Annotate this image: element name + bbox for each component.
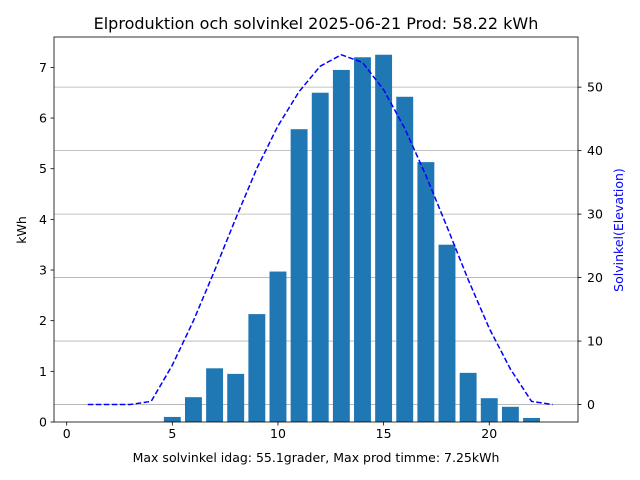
bar: [396, 96, 414, 423]
plot-frame: [53, 36, 579, 423]
bar: [269, 271, 287, 422]
bar: [459, 372, 477, 422]
bar: [311, 92, 329, 422]
bar: [375, 54, 393, 423]
y-tick-label: 7: [39, 60, 47, 75]
elevation-line: [87, 53, 553, 406]
bar-series: [163, 54, 540, 423]
y-tick-label: 5: [39, 161, 47, 176]
bar: [248, 314, 266, 422]
x-tick-label: 0: [63, 426, 71, 441]
bar: [438, 244, 456, 422]
y2-axis-label: Solvinkel(Elevation): [611, 168, 626, 292]
y-axis-label: kWh: [14, 216, 29, 244]
y2-tick-label: 20: [587, 270, 603, 285]
bar: [332, 69, 350, 422]
y-tick-label: 6: [39, 111, 47, 126]
y-tick-label: 3: [39, 263, 47, 278]
x-axis-label: Max solvinkel idag: 55.1grader, Max prod…: [133, 450, 500, 465]
y-tick-label: 1: [39, 364, 47, 379]
bar: [480, 398, 498, 422]
bar: [290, 129, 308, 422]
bar: [523, 417, 540, 422]
y-tick-label: 0: [39, 415, 47, 430]
y2-tick-label: 0: [587, 397, 595, 412]
bar: [227, 373, 245, 422]
axes: 0 5 10 15 20 0 1 2 3 4 5 6 7 0 10 20 30 40 50: [39, 36, 603, 441]
x-tick-label: 5: [168, 426, 176, 441]
x-tick-label: 20: [481, 426, 497, 441]
y-tick-label: 2: [39, 313, 47, 328]
chart-title: Elproduktion och solvinkel 2025-06-21 Pr…: [94, 14, 539, 33]
y2-tick-label: 30: [587, 207, 603, 222]
x-tick-label: 10: [270, 426, 286, 441]
x-tick-label: 15: [376, 426, 392, 441]
elevation-line-series: [87, 53, 553, 406]
bar: [185, 397, 202, 422]
y2-tick-label: 40: [587, 143, 603, 158]
y2-tick-label: 50: [587, 80, 603, 95]
bar: [417, 162, 435, 422]
bar: [206, 368, 224, 422]
y2-tick-label: 10: [587, 334, 603, 349]
bar: [163, 416, 181, 422]
bar: [354, 57, 371, 423]
bar: [501, 406, 519, 422]
y-tick-label: 4: [39, 212, 47, 227]
